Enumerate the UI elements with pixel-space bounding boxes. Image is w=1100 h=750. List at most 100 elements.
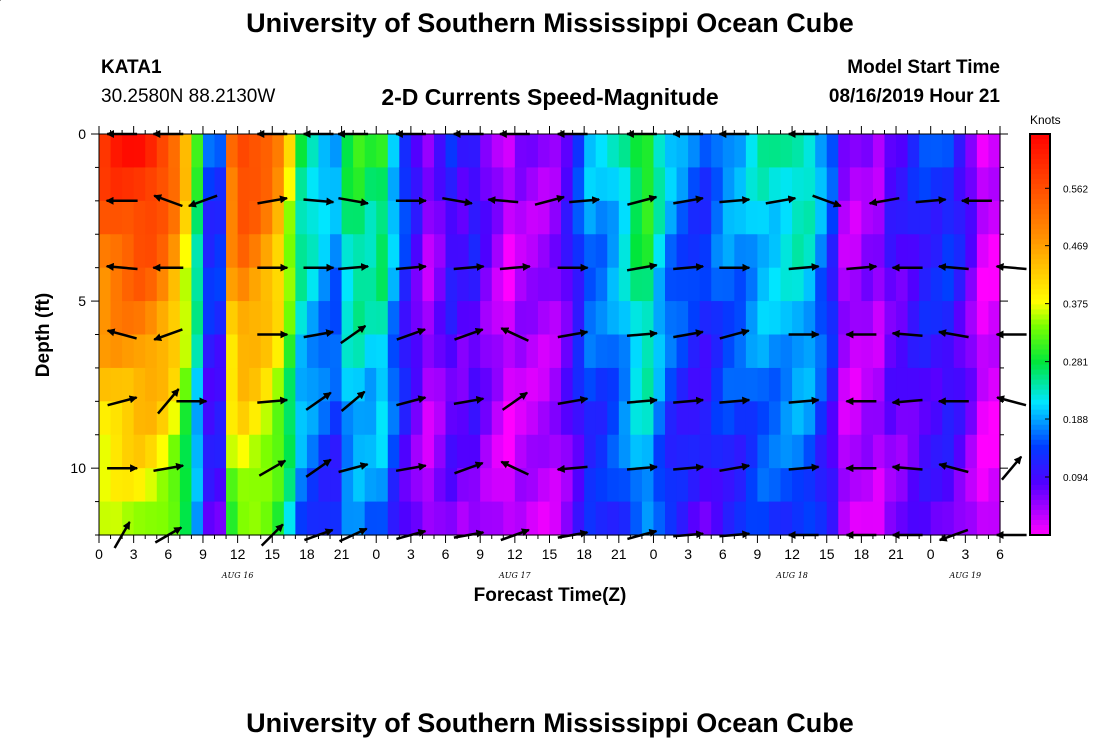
- current-vector-arrow: [719, 328, 750, 340]
- heatmap-cell: [480, 401, 493, 436]
- heatmap-cell: [676, 167, 689, 202]
- heatmap-cell: [214, 468, 227, 503]
- heatmap-cell: [976, 267, 990, 302]
- heatmap-cell: [607, 401, 620, 436]
- heatmap-cell: [861, 367, 874, 402]
- heatmap-cell: [330, 234, 343, 269]
- heatmap-cell: [526, 401, 539, 436]
- current-vector-arrow: [938, 462, 969, 474]
- heatmap-cell: [376, 234, 389, 269]
- heatmap-cell: [665, 367, 678, 402]
- heatmap-cell: [341, 267, 354, 302]
- heatmap-cell: [919, 367, 932, 402]
- heatmap-cell: [665, 200, 678, 235]
- current-vector-arrow: [454, 461, 484, 475]
- heatmap-cell: [376, 401, 389, 436]
- heatmap-cell: [607, 267, 620, 302]
- current-vector-arrow: [812, 194, 842, 208]
- heatmap-cell: [607, 134, 620, 169]
- colorbar-segment: [1030, 139, 1050, 145]
- heatmap-cell: [133, 134, 146, 169]
- heatmap-cell: [676, 468, 689, 503]
- heatmap-cell: [618, 401, 631, 436]
- heatmap-cell: [306, 434, 320, 469]
- heatmap-cell: [514, 234, 527, 269]
- colorbar-segment: [1030, 214, 1050, 220]
- heatmap-cell: [237, 167, 250, 202]
- heatmap-cell: [780, 501, 793, 536]
- heatmap-cell: [399, 334, 412, 369]
- heatmap-cell: [433, 301, 447, 336]
- x-tick-label: 18: [299, 546, 315, 562]
- current-vector-arrow: [534, 194, 565, 206]
- heatmap-cell: [572, 334, 585, 369]
- heatmap-cell: [861, 501, 874, 536]
- heatmap-cell: [537, 234, 551, 269]
- heatmap-cell: [907, 434, 920, 469]
- heatmap-cell: [641, 167, 655, 202]
- heatmap-cell: [295, 234, 308, 269]
- heatmap-cell: [792, 434, 805, 469]
- heatmap-cell: [838, 301, 851, 336]
- colorbar-segment: [1030, 444, 1050, 451]
- current-vector-arrow: [257, 396, 289, 405]
- heatmap-cell: [457, 367, 470, 402]
- heatmap-cell: [283, 267, 296, 302]
- heatmap-cell: [734, 401, 747, 436]
- heatmap-cell: [884, 267, 897, 302]
- heatmap-cell: [249, 301, 262, 336]
- heatmap-cell: [607, 501, 620, 536]
- heatmap-cell: [341, 367, 354, 402]
- heatmap-cell: [919, 134, 932, 169]
- heatmap-cell: [433, 234, 447, 269]
- heatmap-cell: [133, 501, 146, 536]
- heatmap-cell: [757, 334, 770, 369]
- heatmap-cell: [953, 334, 966, 369]
- heatmap-cell: [838, 501, 851, 536]
- heatmap-cell: [849, 167, 862, 202]
- heatmap-cell: [803, 167, 816, 202]
- heatmap-cell: [896, 501, 909, 536]
- heatmap-cell: [803, 267, 816, 302]
- heatmap-cell: [410, 200, 424, 235]
- heatmap-cell: [364, 200, 377, 235]
- colorbar-segment: [1030, 274, 1050, 280]
- heatmap-cell: [341, 167, 354, 202]
- heatmap-cell: [549, 468, 562, 503]
- heatmap-cell: [722, 401, 735, 436]
- heatmap-cell: [907, 267, 920, 302]
- heatmap-cell: [665, 334, 678, 369]
- x-tick-label: 3: [407, 546, 415, 562]
- heatmap-cell: [445, 200, 458, 235]
- colorbar-segment: [1030, 489, 1050, 496]
- heatmap-cell: [445, 134, 458, 169]
- heatmap-cell: [976, 401, 990, 436]
- heatmap-cell: [214, 367, 227, 402]
- heatmap-cell: [306, 134, 320, 169]
- heatmap-cell: [584, 167, 597, 202]
- current-vector-arrow: [788, 263, 820, 271]
- heatmap-cell: [353, 434, 366, 469]
- heatmap-cell: [191, 367, 204, 402]
- heatmap-cell: [99, 367, 112, 402]
- heatmap-cell: [491, 367, 504, 402]
- heatmap-cell: [99, 468, 112, 503]
- heatmap-cell: [480, 267, 493, 302]
- heatmap-cell: [214, 134, 227, 169]
- heatmap-cell: [341, 334, 354, 369]
- colorbar-segment: [1030, 409, 1050, 416]
- heatmap-cell: [676, 367, 689, 402]
- heatmap-cell: [330, 401, 343, 436]
- heatmap-cell: [711, 167, 724, 202]
- heatmap-cell: [318, 200, 331, 235]
- heatmap-cell: [907, 468, 920, 503]
- heatmap-cell: [757, 468, 770, 503]
- colorbar-segment: [1030, 249, 1050, 255]
- current-vector-arrow: [396, 395, 427, 407]
- colorbar-segment: [1030, 359, 1050, 366]
- heatmap-cell: [745, 334, 759, 369]
- heatmap-cell: [988, 501, 1001, 536]
- heatmap-cell: [768, 234, 782, 269]
- colorbar-tick-label: 0.562: [1063, 184, 1088, 195]
